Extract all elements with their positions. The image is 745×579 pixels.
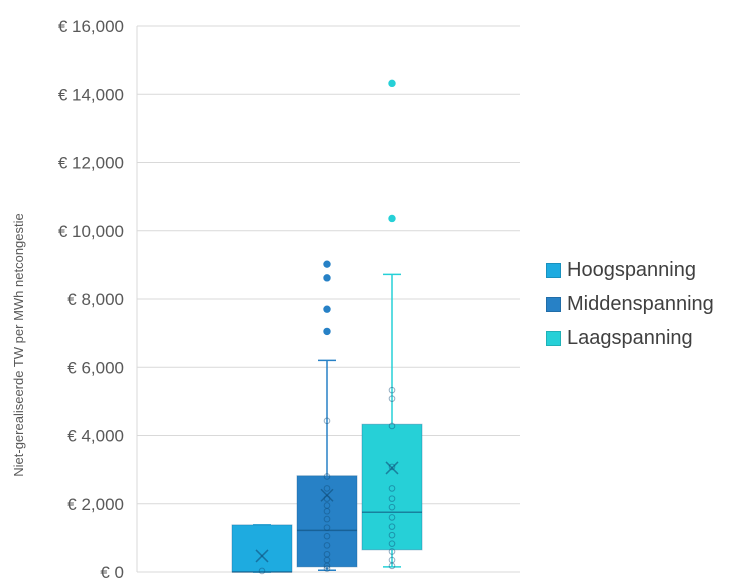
data-point bbox=[388, 514, 396, 521]
data-point bbox=[323, 562, 331, 570]
y-tick-label: € 14,000 bbox=[58, 85, 124, 104]
data-point bbox=[323, 502, 331, 509]
mean-marker bbox=[255, 549, 269, 563]
data-point bbox=[323, 417, 331, 425]
data-point bbox=[323, 485, 331, 492]
data-point bbox=[258, 567, 266, 575]
box-body bbox=[296, 475, 358, 568]
outlier-point bbox=[323, 327, 331, 336]
legend-item-laagspanning: Laagspanning bbox=[546, 321, 714, 355]
box-series bbox=[231, 79, 423, 575]
box-hoogspanning bbox=[231, 524, 293, 575]
y-tick-label: € 4,000 bbox=[67, 427, 124, 446]
y-tick-label: € 16,000 bbox=[58, 17, 124, 36]
y-axis-ticks: € 0 € 2,000 € 4,000 € 6,000 € 8,000 € 10,000 €… bbox=[58, 17, 124, 579]
data-point bbox=[323, 565, 331, 572]
box-body bbox=[361, 423, 423, 551]
legend-swatch bbox=[546, 296, 561, 312]
y-axis-label: Niet-gerealiseerde TW per MWh netcongest… bbox=[11, 213, 26, 477]
data-point bbox=[388, 463, 396, 471]
data-point bbox=[323, 507, 331, 515]
box-middenspanning bbox=[296, 260, 358, 572]
box-body bbox=[231, 524, 293, 573]
data-point bbox=[388, 503, 396, 511]
data-point bbox=[323, 532, 331, 540]
outlier-point bbox=[388, 214, 396, 223]
legend: Hoogspanning Middenspanning Laagspanning bbox=[546, 253, 714, 355]
data-point bbox=[388, 395, 396, 402]
outlier-point bbox=[323, 305, 331, 313]
mean-marker bbox=[385, 461, 399, 475]
data-point bbox=[323, 524, 331, 531]
data-point bbox=[323, 515, 331, 523]
y-tick-label: € 0 bbox=[100, 563, 124, 579]
data-point bbox=[388, 485, 396, 492]
y-tick-label: € 8,000 bbox=[67, 290, 124, 309]
outlier-point bbox=[388, 79, 396, 88]
y-tick-label: € 6,000 bbox=[67, 358, 124, 377]
data-point bbox=[388, 523, 396, 530]
data-point bbox=[323, 542, 331, 549]
data-point bbox=[388, 540, 396, 547]
data-point bbox=[388, 495, 396, 502]
data-point bbox=[323, 556, 331, 564]
legend-label: Middenspanning bbox=[567, 292, 714, 315]
data-point bbox=[388, 556, 396, 564]
y-tick-label: € 2,000 bbox=[67, 495, 124, 514]
data-point bbox=[388, 548, 396, 555]
mean-marker bbox=[320, 488, 334, 502]
box-laagspanning bbox=[361, 79, 423, 570]
y-tick-label: € 10,000 bbox=[58, 222, 124, 241]
data-point bbox=[323, 550, 331, 558]
legend-label: Hoogspanning bbox=[567, 258, 696, 281]
data-point bbox=[388, 422, 396, 430]
legend-swatch bbox=[546, 262, 561, 278]
y-tick-label: € 12,000 bbox=[58, 154, 124, 173]
outlier-point bbox=[323, 274, 331, 282]
legend-item-hoogspanning: Hoogspanning bbox=[546, 253, 714, 287]
legend-item-middenspanning: Middenspanning bbox=[546, 287, 714, 321]
legend-label: Laagspanning bbox=[567, 326, 693, 349]
data-point bbox=[323, 473, 331, 480]
outlier-point bbox=[323, 260, 331, 268]
legend-swatch bbox=[546, 330, 561, 346]
gridlines bbox=[136, 25, 520, 573]
data-point bbox=[388, 531, 396, 539]
data-point bbox=[388, 562, 396, 570]
data-point bbox=[388, 386, 396, 394]
